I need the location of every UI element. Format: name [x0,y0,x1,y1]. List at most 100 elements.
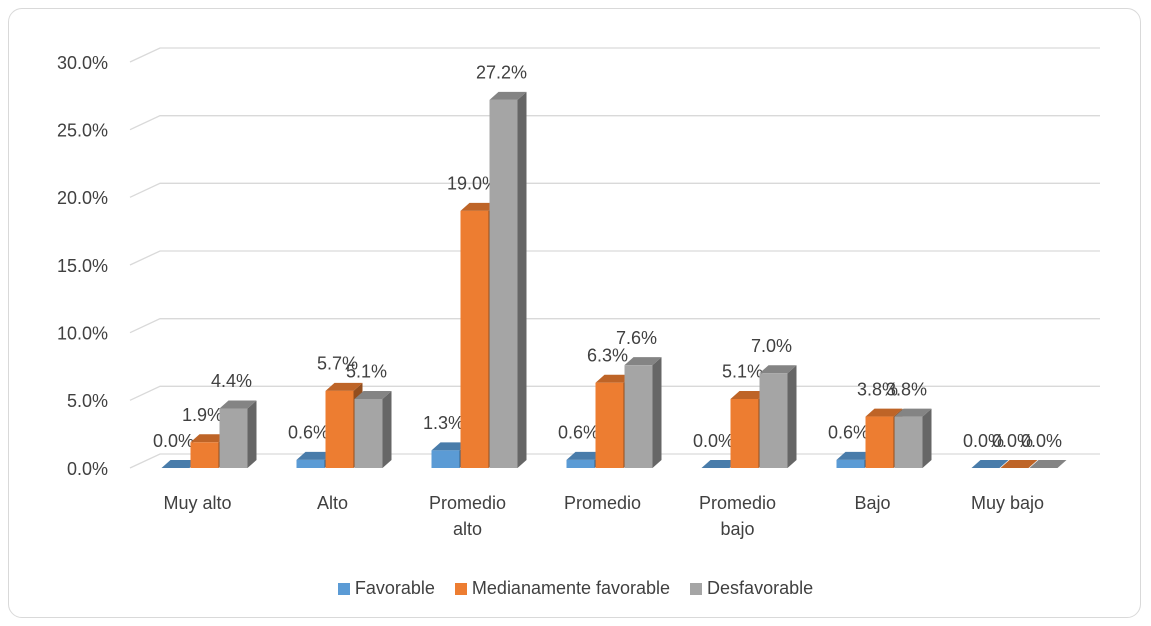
data-label: 0.0% [992,431,1033,451]
data-label: 0.6% [288,423,329,443]
bar-top [1000,460,1038,468]
x-tick-label: Promedio [563,493,642,513]
data-label: 0.0% [153,431,194,451]
data-label: 3.8% [886,379,927,399]
bar-top [190,434,228,443]
bar-side [517,91,527,468]
bar-top [296,451,334,460]
bar-top [325,382,363,391]
data-label: 0.6% [828,423,869,443]
data-label: 7.0% [751,336,792,356]
bar [1000,460,1038,469]
legend: Favorable Medianamente favorable Desfavora… [0,578,1151,599]
x-tick-label: Muy alto [163,493,232,513]
bar-top [836,451,874,460]
grid-line [129,182,1100,198]
bar-front [836,459,865,468]
grid-line [129,47,1100,63]
grid-line [129,115,1100,131]
bar-side [382,390,392,468]
legend-item: Medianamente favorable [454,578,671,599]
bar-top [1029,460,1067,468]
legend-item: Favorable [337,578,435,599]
bar-front [190,442,219,468]
data-label: 0.0% [693,431,734,451]
bar [701,460,739,469]
bar [489,91,527,468]
bar [759,365,797,468]
legend-swatch [337,582,350,595]
bar-front [894,416,923,468]
bar-top [354,390,392,399]
grid-line [129,318,1100,334]
data-label: 0.0% [963,431,1004,451]
bar-side [787,365,797,468]
x-tick-label: Promedio alto [428,493,507,539]
bar-top [566,451,604,460]
bar-top [595,374,633,383]
grid-line [129,250,1100,266]
data-label: 0.0% [1021,431,1062,451]
bar [219,400,257,468]
y-tick-label: 10.0% [57,323,108,343]
bar [354,390,392,468]
data-label: 6.3% [587,345,628,365]
data-label: 3.8% [857,379,898,399]
legend-label: Medianamente favorable [471,578,671,598]
bar-front [325,390,354,468]
bar-front [566,459,595,468]
bar [894,408,932,468]
bar-front [489,99,518,468]
bar-top [971,460,1009,468]
bar-top [489,91,527,100]
x-tick-label: Alto [316,493,349,513]
legend-item: Desfavorable [690,578,813,599]
y-tick-label: 0.0% [67,459,108,479]
data-label: 27.2% [476,63,527,83]
bar-top [894,408,932,417]
bar-side [652,357,662,468]
x-tick-label: Bajo [854,493,891,513]
y-tick-label: 25.0% [57,120,108,140]
data-label: 5.1% [722,362,763,382]
legend-label: Favorable [354,578,435,598]
bar [161,460,199,469]
x-tick-label: Promedio bajo [698,493,777,539]
bar-top [431,442,469,451]
legend-label: Desfavorable [707,578,814,598]
legend-swatch [454,582,467,595]
data-label: 0.6% [558,423,599,443]
x-tick-label: Muy bajo [970,493,1045,513]
data-label: 4.4% [211,371,252,391]
bar-top [161,460,199,468]
bar-front [296,459,325,468]
bar-side [247,400,257,468]
bar [1029,460,1067,469]
bar-front [354,398,383,468]
bar-front [460,210,489,468]
bar-front [624,365,653,468]
bar-front [219,408,248,468]
bar-front [431,450,460,468]
data-label: 19.0% [447,174,498,194]
bar [971,460,1009,469]
y-tick-label: 20.0% [57,188,108,208]
data-label: 5.7% [317,354,358,374]
y-tick-label: 15.0% [57,256,108,276]
y-tick-label: 5.0% [67,391,108,411]
bar-front [730,398,759,468]
chart-frame [8,8,1141,618]
data-label: 5.1% [346,362,387,382]
bar-top [460,202,498,211]
data-label: 1.9% [182,405,223,425]
bar-top [701,460,739,468]
bar-front [595,382,624,468]
bar-top [865,408,903,417]
legend-swatch [690,582,703,595]
bar [624,357,662,468]
bar-front [759,373,788,468]
bar-top [730,390,768,399]
data-label: 7.6% [616,328,657,348]
